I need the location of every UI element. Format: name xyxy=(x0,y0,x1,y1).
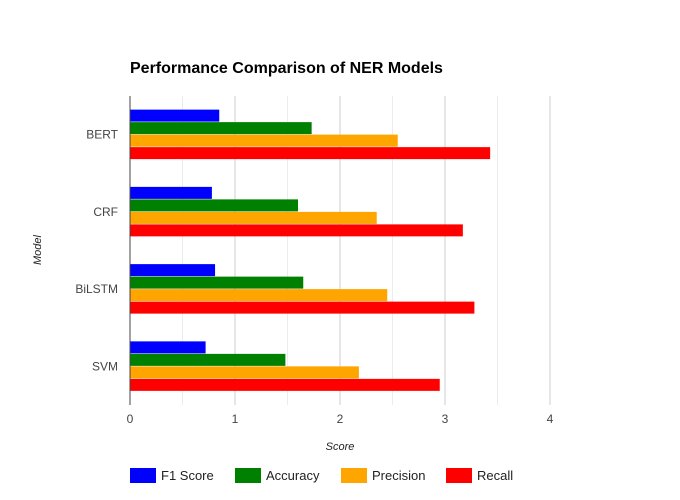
bar-precision-bilstm xyxy=(130,289,388,302)
x-tick-label: 4 xyxy=(547,412,554,426)
bar-accuracy-crf xyxy=(130,199,298,212)
bar-accuracy-bert xyxy=(130,122,312,135)
y-axis-title: Model xyxy=(32,234,44,265)
x-tick-label: 2 xyxy=(337,412,344,426)
y-tick-label: BiLSTM xyxy=(75,282,118,296)
y-tick-label: BERT xyxy=(86,128,118,142)
legend-swatch-recall xyxy=(446,468,472,483)
bar-accuracy-svm xyxy=(130,353,286,366)
bar-f1-score-svm xyxy=(130,341,206,354)
x-tick-label: 0 xyxy=(127,412,134,426)
legend-label-accuracy: Accuracy xyxy=(266,468,320,483)
legend-swatch-accuracy xyxy=(235,468,261,483)
legend: F1 Score Accuracy Precision Recall xyxy=(130,468,513,483)
x-tick-label: 1 xyxy=(232,412,239,426)
chart-title: Performance Comparison of NER Models xyxy=(130,60,443,77)
legend-label-f1-score: F1 Score xyxy=(161,468,214,483)
legend-swatch-f1-score xyxy=(130,468,156,483)
bar-precision-crf xyxy=(130,211,377,224)
legend-label-recall: Recall xyxy=(477,468,513,483)
y-tick-labels: BERT CRF BiLSTM SVM xyxy=(75,128,118,374)
bar-recall-bilstm xyxy=(130,301,475,314)
legend-label-precision: Precision xyxy=(372,468,425,483)
bar-recall-crf xyxy=(130,224,463,237)
bar-recall-svm xyxy=(130,378,440,391)
y-tick-label: SVM xyxy=(92,359,118,373)
bar-precision-svm xyxy=(130,366,359,379)
x-tick-label: 3 xyxy=(442,412,449,426)
x-axis-title: Score xyxy=(326,441,355,453)
bar-precision-bert xyxy=(130,134,398,147)
bar-f1-score-bilstm xyxy=(130,264,216,277)
y-tick-label: CRF xyxy=(93,205,118,219)
bar-recall-bert xyxy=(130,147,491,160)
x-tick-labels: 0 1 2 3 4 xyxy=(127,412,554,426)
bar-f1-score-bert xyxy=(130,109,220,122)
bars xyxy=(130,109,491,391)
bar-f1-score-crf xyxy=(130,186,212,199)
bar-accuracy-bilstm xyxy=(130,276,304,289)
legend-swatch-precision xyxy=(341,468,367,483)
